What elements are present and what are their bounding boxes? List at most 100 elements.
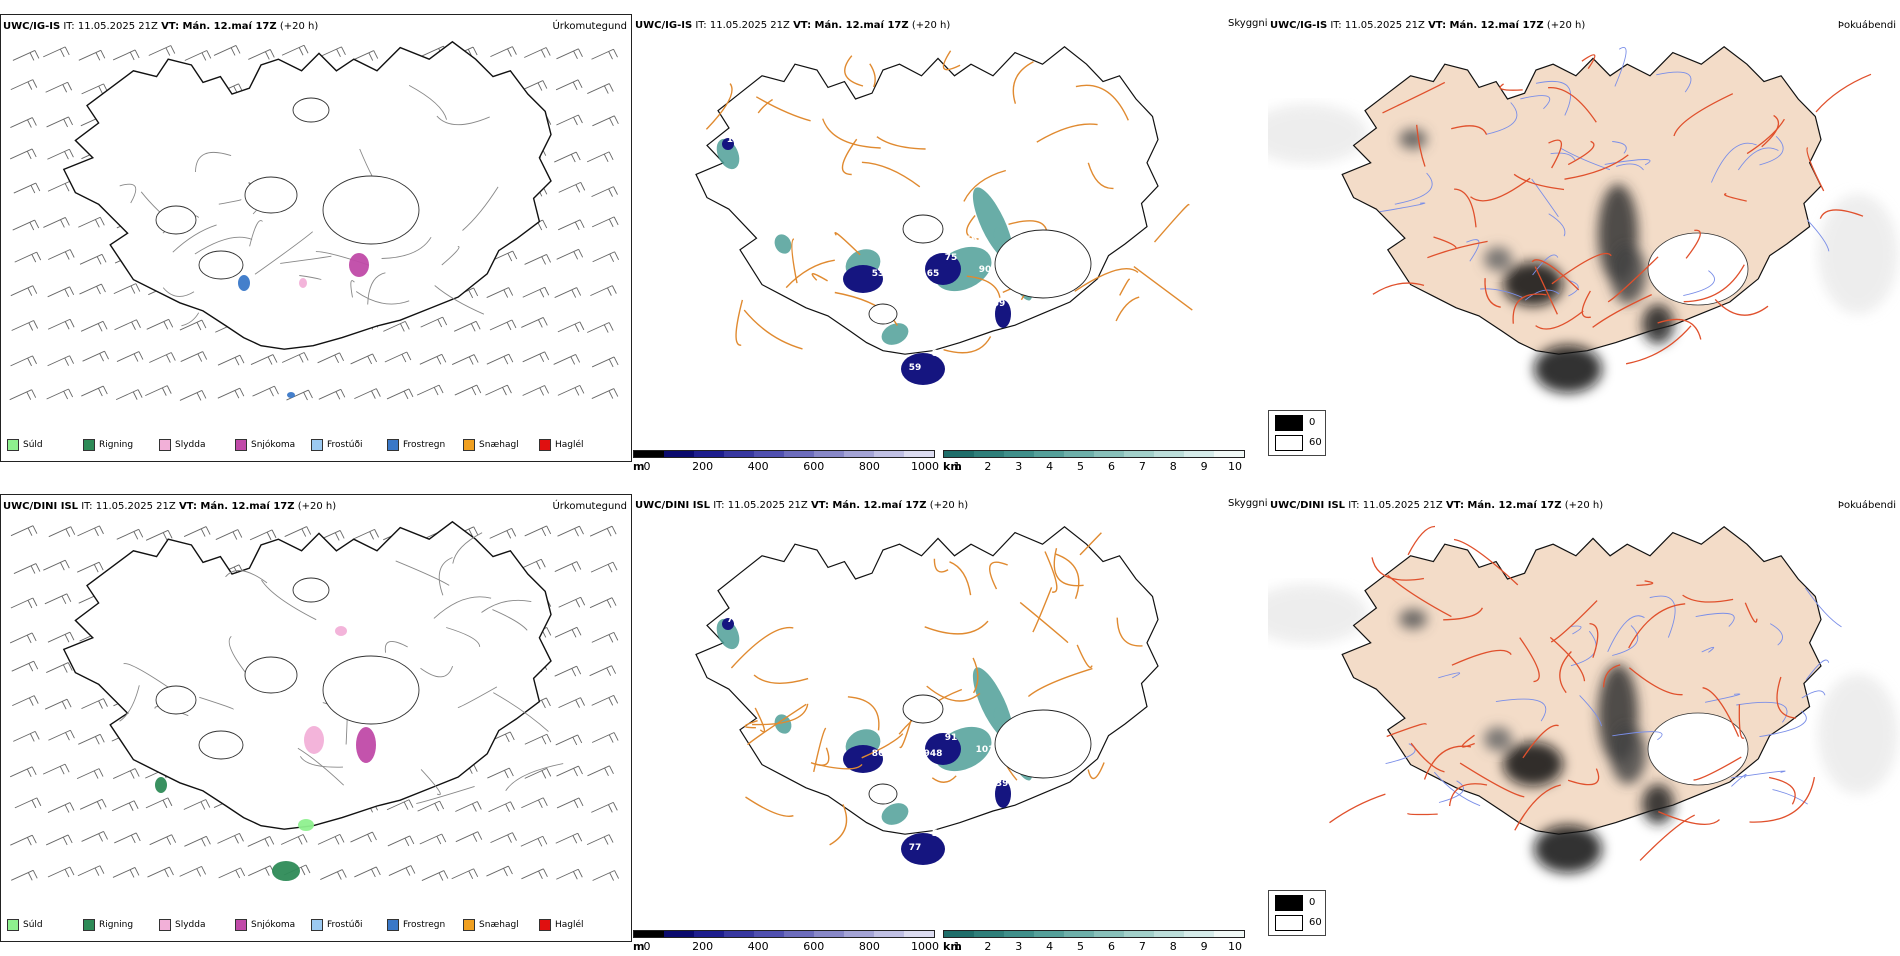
legend-label: Frostregn (403, 920, 446, 930)
cloudbase-value-label: 91 (945, 733, 958, 743)
colorbar-tick: 4 (1046, 460, 1054, 473)
cloudbase-value-label: 66 (877, 769, 890, 779)
cloudbase-value-label: 42 (912, 401, 925, 411)
cloud-visibility-panel: UWC/DINI ISL IT: 11.05.2025 21Z VT: Mán.… (633, 494, 1243, 942)
glacier-outlines (868, 214, 1092, 325)
colorbar-tick: 4 (1046, 940, 1054, 953)
colorbar-bin (1184, 931, 1214, 937)
legend-label: Snæhagl (479, 440, 519, 450)
precip-patch (299, 278, 307, 288)
road-network (1372, 54, 1872, 365)
legend-label: Frostúði (327, 440, 363, 450)
colorbar-bin (1094, 931, 1124, 937)
legend-item-slydda: Slydda (159, 919, 205, 931)
colorbar-bin (874, 931, 904, 937)
panel-title: UWC/DINI ISL IT: 11.05.2025 21Z VT: Mán.… (635, 500, 968, 511)
legend-item-frostúði: Frostúði (311, 439, 362, 451)
cloud-visibility-panel: UWC/IG-IS IT: 11.05.2025 21Z VT: Mán. 12… (633, 14, 1243, 462)
colorbar-tick: 400 (747, 460, 769, 473)
visibility-colorbar: km 1 2 3 4 5 6 7 8 9 10 (943, 930, 1245, 956)
init-time: IT: 11.05.2025 21Z (1330, 20, 1425, 31)
fog-patches (1399, 609, 1674, 873)
cloudbase-value-label: 948 (924, 749, 943, 759)
valid-time: VT: Mán. 12.maí 17Z (1428, 20, 1544, 31)
legend-swatch (539, 919, 551, 931)
colorbar-bin (974, 451, 1004, 457)
colorbar-unit: m (633, 940, 645, 953)
colorbar-tick: 600 (803, 460, 825, 473)
fog-legend: 0 60 (1268, 410, 1326, 456)
cloudbase-value-label: 70 (910, 343, 923, 353)
legend-swatch (463, 919, 475, 931)
colorbar-bin (874, 451, 904, 457)
legend-swatch (463, 439, 475, 451)
legend-label: Snjókoma (251, 440, 296, 450)
visibility-title: Skyggni (1228, 18, 1268, 29)
cloudbase-value-label: 58 (927, 387, 940, 397)
fog-legend-swatch (1275, 435, 1303, 451)
init-time: IT: 11.05.2025 21Z (63, 21, 158, 32)
cloudbase-value-label: 90 (979, 265, 992, 275)
legend-item-haglél: Haglél (539, 919, 584, 931)
colorbar-strip (943, 930, 1245, 938)
legend-swatch (235, 919, 247, 931)
legend-item-rigning: Rigning (83, 439, 133, 451)
lead-time: (+20 h) (1564, 500, 1604, 511)
legend-item-rigning: Rigning (83, 919, 133, 931)
init-time: IT: 11.05.2025 21Z (713, 500, 808, 511)
colorbar-bin (1004, 931, 1034, 937)
legend-swatch (311, 439, 323, 451)
legend-label: Frostúði (327, 920, 363, 930)
colorbar-tick: 2 (984, 940, 992, 953)
legend-item-snjókoma: Snjókoma (235, 919, 295, 931)
colorbar-tick: 800 (858, 940, 880, 953)
river-network (1379, 47, 1830, 301)
panel-type-label: Úrkomutegund (552, 501, 627, 512)
colorbar-bin (1064, 931, 1094, 937)
init-time: IT: 11.05.2025 21Z (1348, 500, 1443, 511)
cloudbase-value-label: 18 (727, 135, 740, 145)
colorbar-bin (754, 931, 784, 937)
visibility-colorbar: km 1 2 3 4 5 6 7 8 9 10 (943, 450, 1245, 476)
colorbar-tick: 0 (643, 940, 651, 953)
colorbar-bin (1124, 931, 1154, 937)
valid-time: VT: Mán. 12.maí 17Z (161, 21, 277, 32)
cloudbase-value-label: 53 (872, 269, 885, 279)
glacier-outlines (868, 694, 1092, 805)
colorbar-tick: 3 (1015, 940, 1023, 953)
colorbar-tick: 5 (1077, 940, 1085, 953)
legend-swatch (7, 919, 19, 931)
colorbar-bin (1184, 451, 1214, 457)
iceland-coastline (62, 40, 552, 350)
legend-item-frostregn: Frostregn (387, 439, 445, 451)
cloudbase-value-label: 77 (909, 843, 922, 853)
precip-patches (155, 626, 376, 881)
valid-time: VT: Mán. 12.maí 17Z (178, 501, 295, 512)
panel-type-label: Þokuábendi (1837, 20, 1896, 31)
colorbar-bin (944, 931, 974, 937)
colorbar-bin (754, 451, 784, 457)
legend-swatch (387, 439, 399, 451)
colorbar-bin (1214, 931, 1244, 937)
iceland-coastline (62, 520, 552, 830)
legend-label: Súld (23, 920, 43, 930)
legend-item-frostregn: Frostregn (387, 919, 445, 931)
colorbar-bin (694, 931, 724, 937)
glacier-outline (1647, 232, 1749, 306)
panel-title: UWC/IG-IS IT: 11.05.2025 21Z VT: Mán. 12… (1270, 20, 1585, 31)
init-time: IT: 11.05.2025 21Z (81, 501, 176, 512)
colorbar-bin (634, 451, 664, 457)
legend-swatch (387, 919, 399, 931)
cloudbase-value-label: 87 (932, 349, 945, 359)
lead-time: (+20 h) (297, 501, 337, 512)
panel-title: UWC/IG-IS IT: 11.05.2025 21Z VT: Mán. 12… (635, 20, 950, 31)
fog-legend-swatch (1275, 915, 1303, 931)
legend-label: Frostregn (403, 440, 446, 450)
iceland-coastline (695, 46, 1159, 355)
colorbar-bin (784, 451, 814, 457)
cloudbase-colorbar: m 0 200 400 600 800 1000 (633, 930, 939, 956)
legend-swatch (539, 439, 551, 451)
precip-type-map (9, 40, 620, 401)
